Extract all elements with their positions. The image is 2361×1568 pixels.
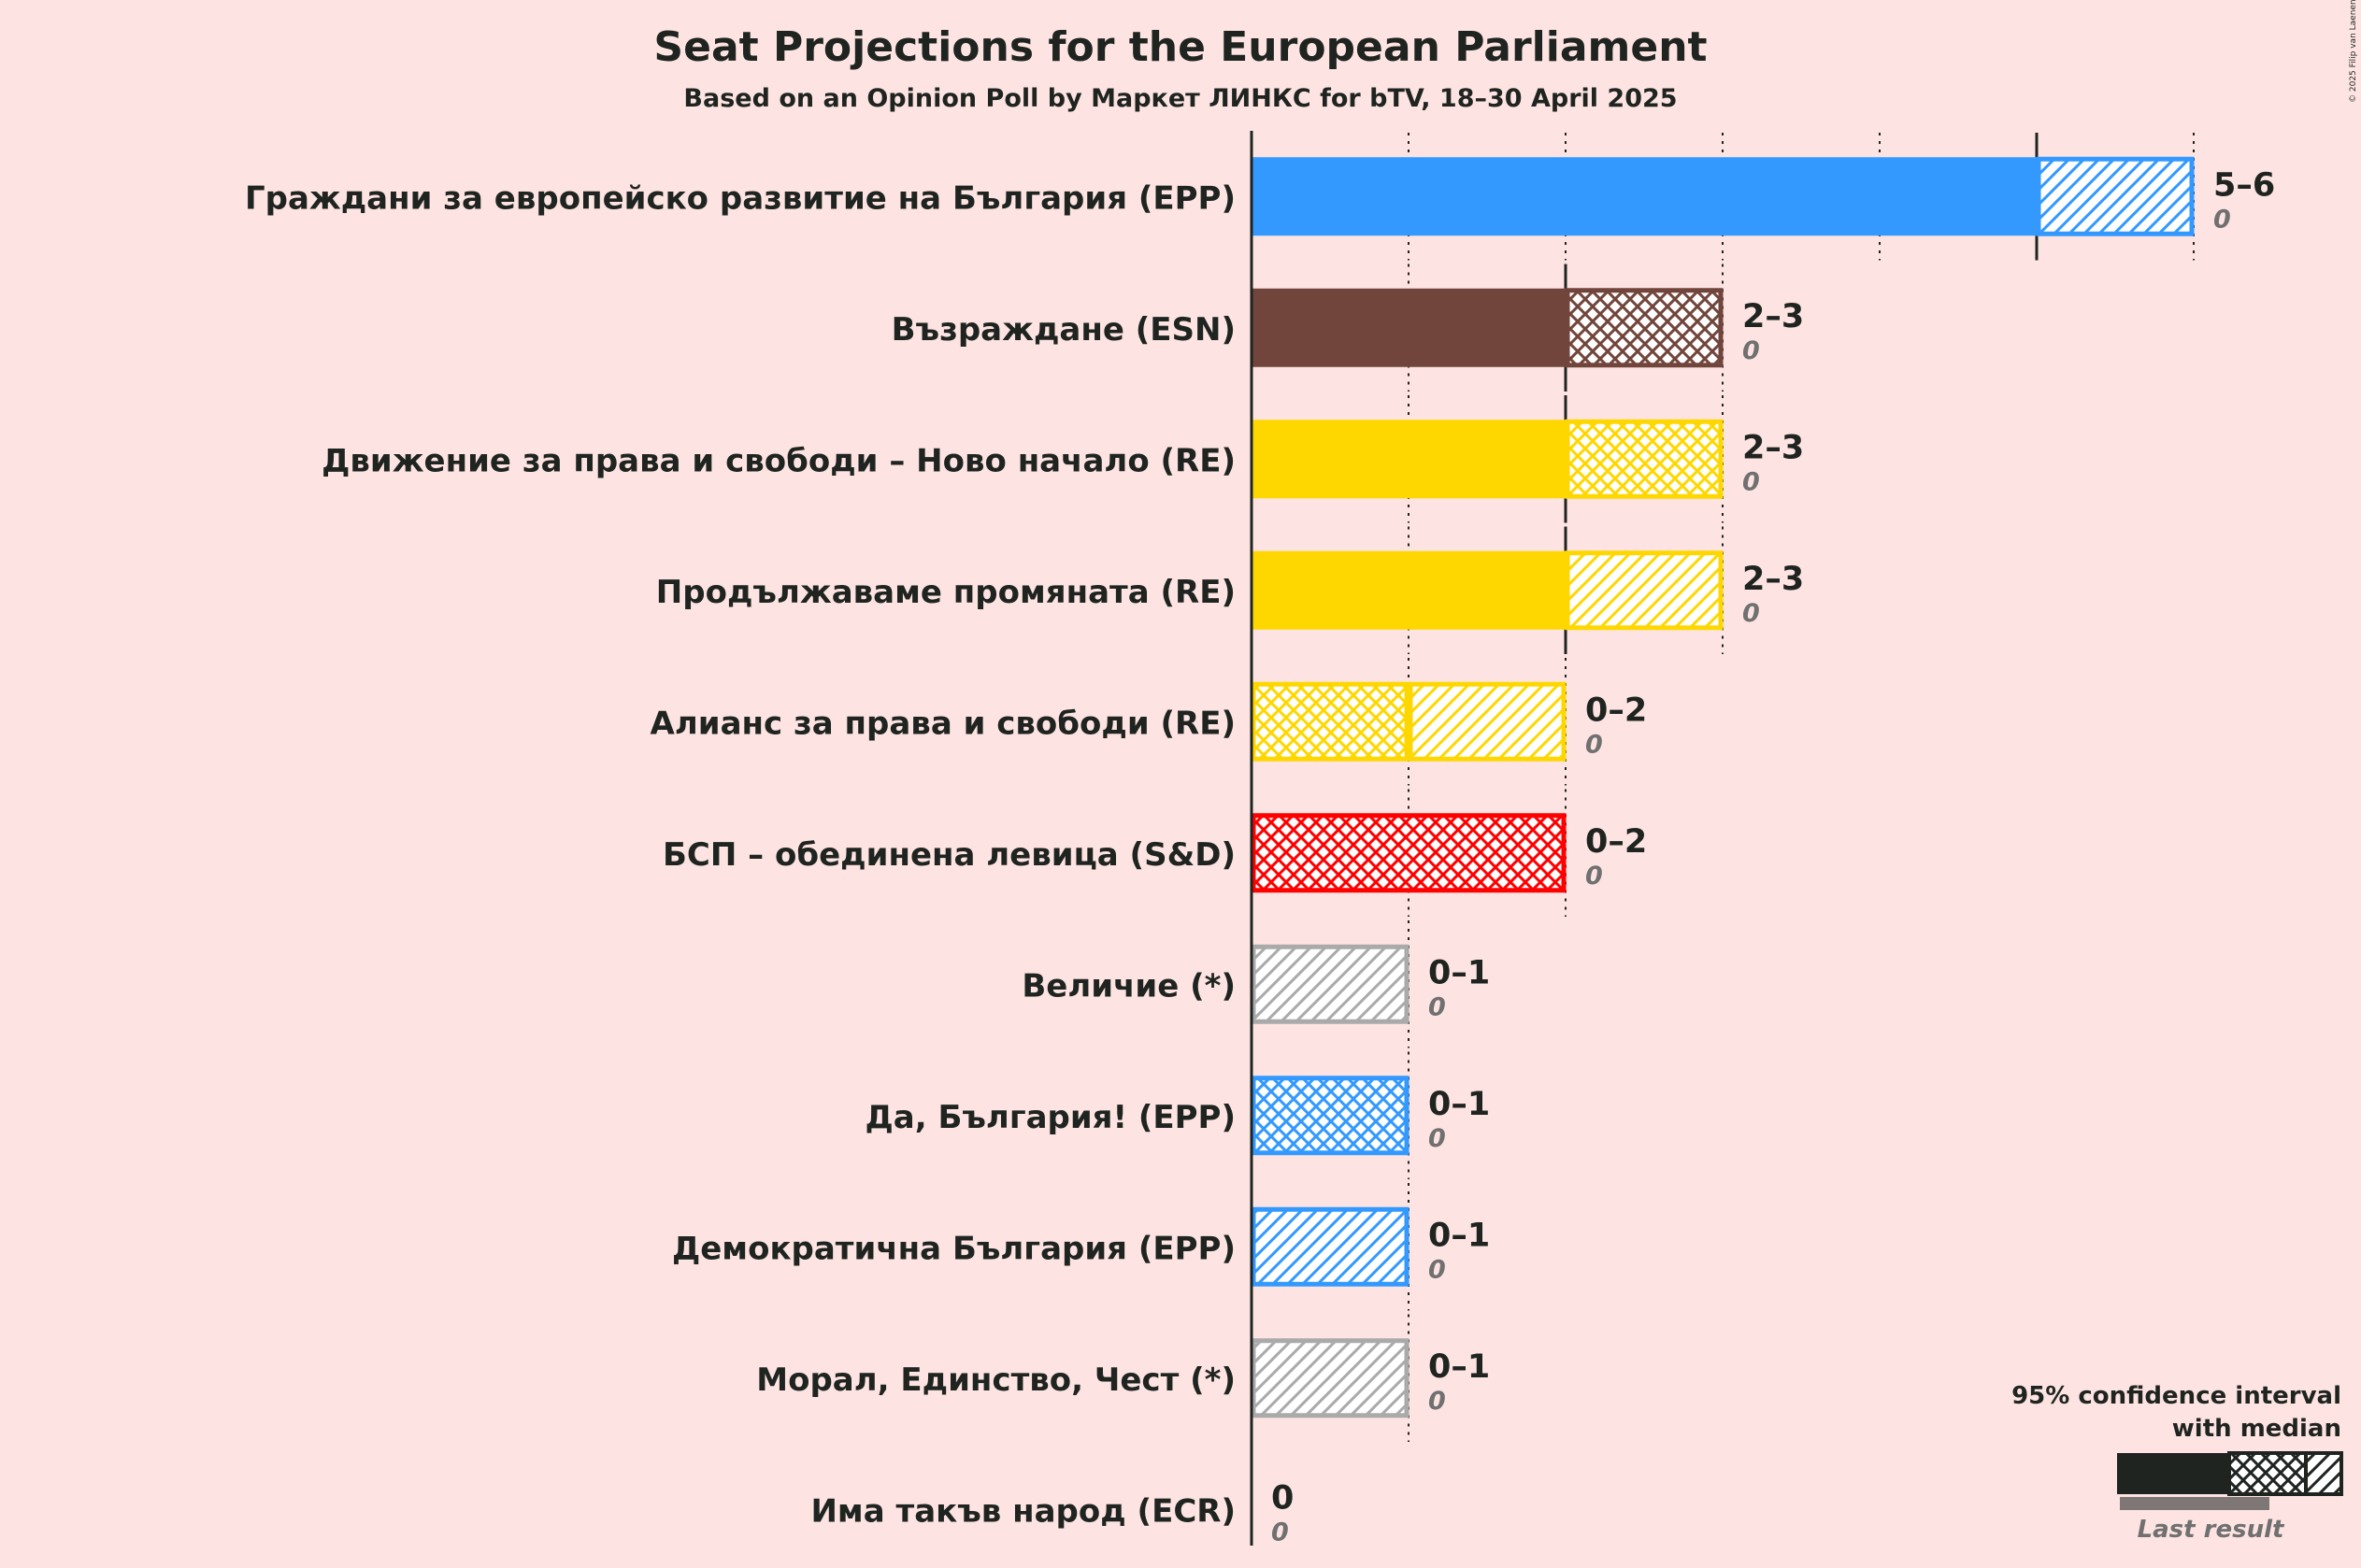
range-label: 0–2 bbox=[1585, 691, 1647, 729]
party-label: БСП – обединена левица (S&D) bbox=[663, 836, 1236, 874]
range-label: 0–1 bbox=[1428, 1086, 1490, 1123]
bar-median-segment bbox=[1565, 419, 1724, 499]
last-result-label: 0 bbox=[1428, 992, 1446, 1021]
party-label: Граждани за европейско развитие на Бълга… bbox=[245, 179, 1236, 217]
party-row: Продължаваме промяната (RE) 2–30 bbox=[656, 550, 1804, 631]
bar-median-segment bbox=[1251, 1076, 1409, 1156]
range-label: 0–1 bbox=[1428, 1348, 1490, 1386]
last-result-label: 0 bbox=[1585, 862, 1603, 891]
last-result-label: 0 bbox=[1428, 1255, 1446, 1284]
last-result-label: 0 bbox=[1428, 1124, 1446, 1153]
chart-title: Seat Projections for the European Parlia… bbox=[653, 23, 1707, 71]
range-label: 2–3 bbox=[1742, 429, 1804, 466]
range-label: 2–3 bbox=[1742, 298, 1804, 335]
party-row: Демократична България (EPP) 0–10 bbox=[672, 1206, 1490, 1287]
party-label: Възраждане (ESN) bbox=[892, 311, 1236, 349]
party-row: Величие (*) 0–10 bbox=[1022, 944, 1490, 1024]
party-label: Да, България! (EPP) bbox=[865, 1099, 1236, 1136]
bar-solid bbox=[1252, 288, 1566, 367]
bar-upper-segment bbox=[1251, 944, 1409, 1024]
party-label: Демократична България (EPP) bbox=[672, 1230, 1236, 1267]
party-label: Алианс за права и свободи (RE) bbox=[651, 705, 1236, 742]
range-label: 0 bbox=[1271, 1479, 1294, 1517]
copyright-text: © 2025 Filip van Laenen bbox=[2349, 0, 2358, 103]
legend-last-result-swatch bbox=[2120, 1497, 2269, 1510]
last-result-label: 0 bbox=[1271, 1518, 1289, 1547]
party-row: Морал, Единство, Чест (*) 0–10 bbox=[756, 1338, 1490, 1418]
bar-median-segment bbox=[1251, 813, 1567, 893]
range-label: 0–1 bbox=[1428, 1217, 1490, 1254]
bar-solid bbox=[1252, 550, 1566, 630]
legend-solid-swatch bbox=[2117, 1453, 2229, 1494]
bar-upper-segment bbox=[1251, 1338, 1409, 1418]
bar-median-segment bbox=[1251, 681, 1409, 762]
range-label: 2–3 bbox=[1742, 561, 1804, 598]
party-row: Движение за права и свободи – Ново начал… bbox=[322, 419, 1804, 499]
bar-solid bbox=[1252, 157, 2037, 236]
legend-cross-swatch bbox=[2227, 1451, 2308, 1496]
bar-solid bbox=[1252, 420, 1566, 499]
bar-upper-segment bbox=[1251, 1206, 1409, 1287]
party-row: Граждани за европейско развитие на Бълга… bbox=[245, 156, 2275, 236]
party-row: Алианс за права и свободи (RE) 0–20 bbox=[651, 681, 1647, 762]
party-row: Има такъв народ (ECR) 00 bbox=[810, 1479, 1294, 1547]
legend-last-result-label: Last result bbox=[2138, 1516, 2285, 1544]
party-row: Възраждане (ESN) 2–30 bbox=[892, 288, 1804, 368]
bar-upper-segment bbox=[1565, 550, 1724, 631]
legend-hatch-swatch bbox=[2304, 1451, 2343, 1496]
party-row: БСП – обединена левица (S&D) 0–20 bbox=[663, 813, 1647, 893]
last-result-label: 0 bbox=[2213, 205, 2231, 234]
last-result-label: 0 bbox=[1742, 599, 1760, 628]
bar-upper-segment bbox=[1408, 681, 1567, 762]
last-result-label: 0 bbox=[1742, 467, 1760, 496]
bar-median-segment bbox=[1565, 288, 1724, 368]
last-result-label: 0 bbox=[1428, 1387, 1446, 1416]
party-label: Движение за права и свободи – Ново начал… bbox=[322, 442, 1236, 479]
party-label: Има такъв народ (ECR) bbox=[810, 1492, 1236, 1530]
chart-subtitle: Based on an Opinion Poll by Маркет ЛИНКС… bbox=[683, 84, 1677, 113]
legend: 95% confidence interval with median Last… bbox=[2011, 1382, 2343, 1544]
party-label: Величие (*) bbox=[1022, 967, 1236, 1005]
last-result-label: 0 bbox=[1585, 730, 1603, 759]
bars: Граждани за европейско развитие на Бълга… bbox=[245, 156, 2275, 1547]
range-label: 5–6 bbox=[2213, 166, 2275, 204]
bar-upper-segment bbox=[2036, 156, 2195, 236]
range-label: 0–2 bbox=[1585, 823, 1647, 861]
party-label: Морал, Единство, Чест (*) bbox=[756, 1361, 1236, 1399]
last-result-label: 0 bbox=[1742, 336, 1760, 365]
legend-title-line1: 95% confidence interval bbox=[2011, 1382, 2341, 1410]
range-label: 0–1 bbox=[1428, 954, 1490, 991]
party-label: Продължаваме промяната (RE) bbox=[656, 574, 1236, 611]
legend-title-line2: with median bbox=[2172, 1415, 2341, 1443]
party-row: Да, България! (EPP) 0–10 bbox=[865, 1076, 1490, 1156]
